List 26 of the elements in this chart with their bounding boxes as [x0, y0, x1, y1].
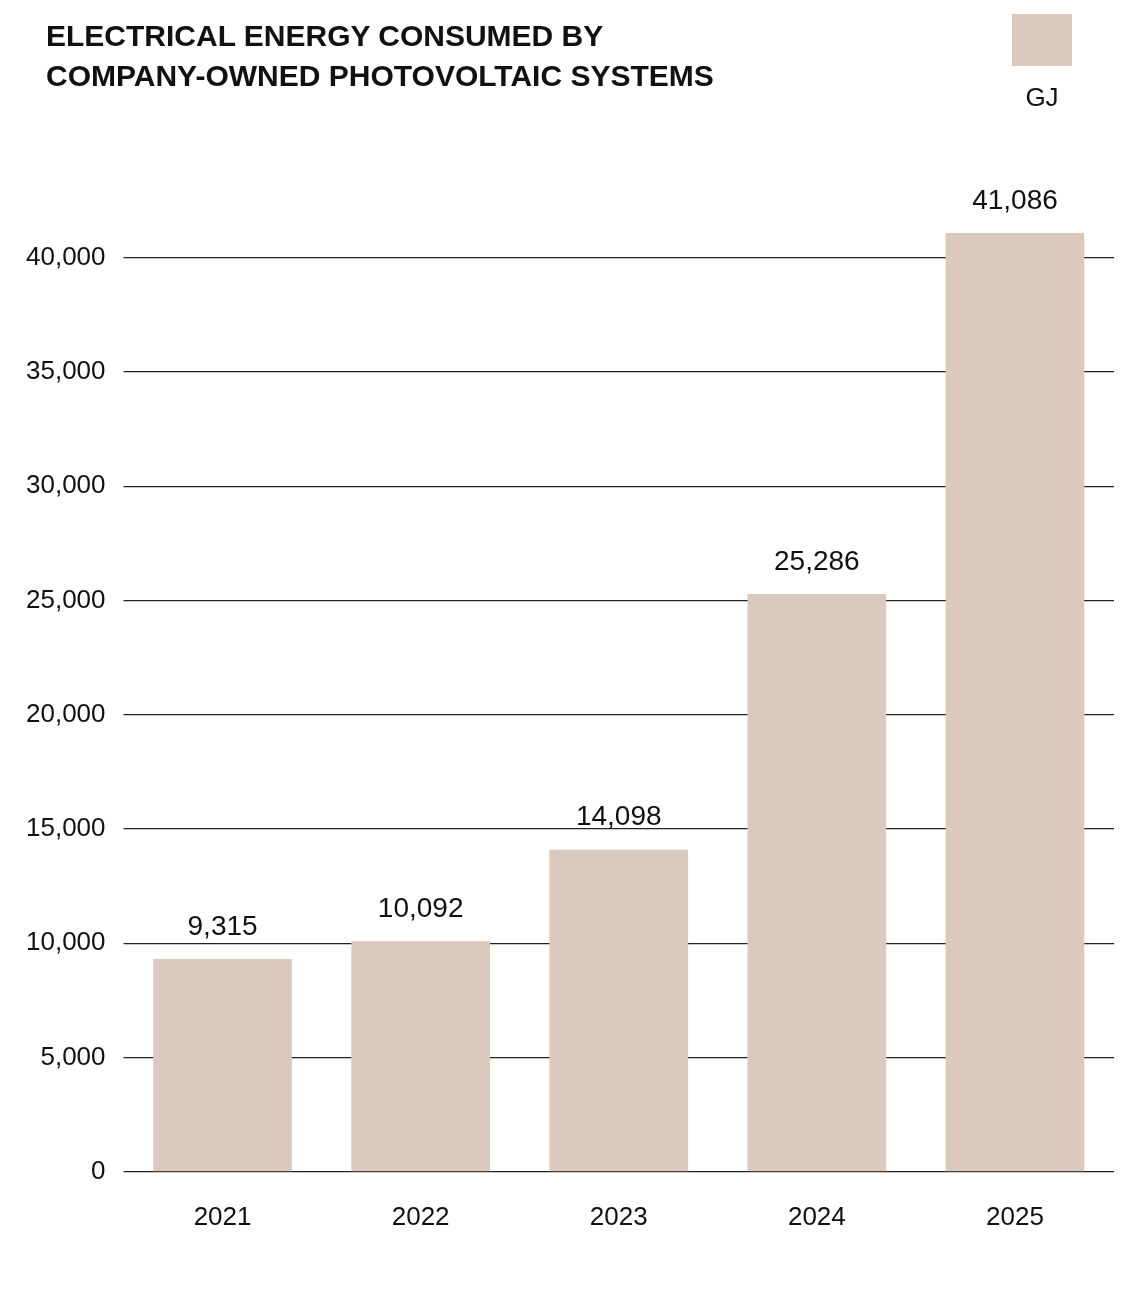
x-tick-label: 2024 — [787, 1200, 846, 1231]
y-tick-label: 20,000 — [25, 697, 106, 728]
y-tick-label: 30,000 — [25, 469, 106, 500]
x-tick-label: 2023 — [589, 1200, 648, 1231]
x-tick-label: 2025 — [986, 1200, 1044, 1231]
chart-title: ELECTRICAL ENERGY CONSUMED BY COMPANY-OWNED PHOTOVOLTAIC SYSTEMS — [46, 18, 715, 94]
data-label: 14,098 — [575, 800, 662, 832]
data-label: 41,086 — [972, 183, 1058, 215]
x-tick-label: 2021 — [193, 1200, 252, 1231]
y-tick-label: 5,000 — [40, 1040, 106, 1071]
y-tick-label: 40,000 — [25, 240, 106, 271]
bar — [153, 958, 292, 1172]
y-tick-label: 35,000 — [25, 355, 106, 386]
data-label: 25,286 — [774, 544, 860, 576]
data-label: 9,315 — [187, 909, 258, 941]
y-tick-label: 25,000 — [25, 583, 106, 614]
x-tick-label: 2022 — [391, 1200, 450, 1231]
bar — [945, 233, 1085, 1172]
y-tick-label: 10,000 — [25, 926, 106, 957]
bar — [549, 849, 689, 1172]
bar — [351, 941, 490, 1172]
legend-label: GJ — [1025, 82, 1059, 113]
y-tick-label: 15,000 — [25, 812, 106, 843]
bar — [747, 594, 887, 1172]
data-label: 10,092 — [377, 891, 464, 923]
y-tick-label: 0 — [91, 1154, 106, 1185]
